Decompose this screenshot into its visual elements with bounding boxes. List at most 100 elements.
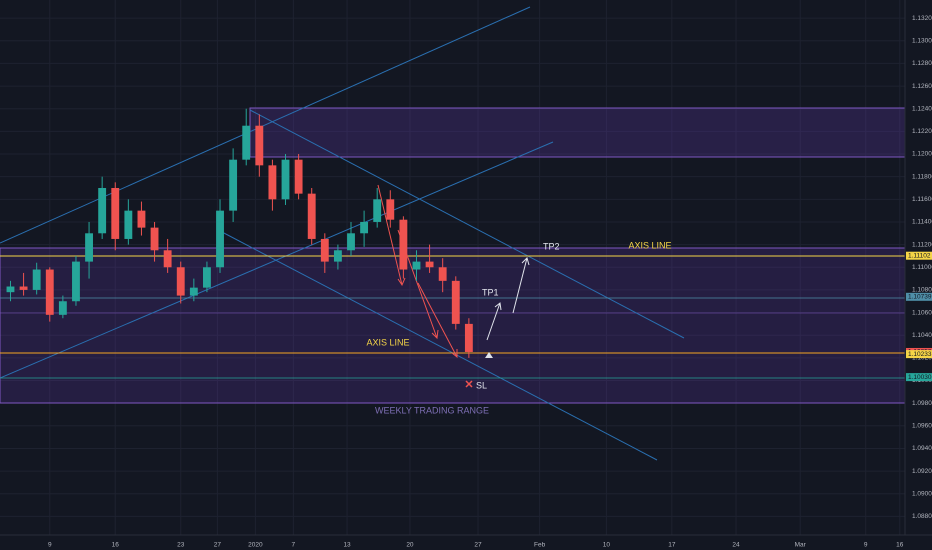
price-tag-label: 1.10030 — [908, 374, 932, 381]
arrow — [377, 184, 406, 287]
y-tick-label: 1.09000 — [912, 490, 932, 497]
y-tick-label: 1.10600 — [912, 309, 932, 316]
arrow — [486, 302, 502, 341]
candle-body — [137, 210, 146, 228]
annotation: TP1 — [482, 287, 499, 297]
trading-range-box — [0, 247, 906, 404]
candle-body — [72, 261, 80, 302]
annotations: AXIS LINE AXIS LINE TP1 TP2 SL WEEKLY TR… — [366, 240, 671, 415]
annotation: AXIS LINE — [366, 337, 409, 347]
candle-body — [189, 287, 198, 296]
y-tick-label: 1.09200 — [912, 468, 932, 475]
annotation: WEEKLY TRADING RANGE — [375, 405, 489, 415]
candle-body — [464, 323, 473, 352]
price-tag-label: 1.11102 — [908, 252, 931, 259]
x-tick-label: 9 — [48, 542, 52, 549]
x-tick-label: 27 — [214, 542, 222, 549]
axes: 1.08800 1.09000 1.09200 1.09400 1.09600 1.098… — [48, 15, 932, 549]
price-tag — [906, 251, 932, 260]
annotation: SL — [476, 380, 487, 390]
x-tick-label: 17 — [668, 542, 676, 549]
candle-body — [294, 159, 303, 194]
candle-body — [320, 238, 329, 262]
x-tick-label: Feb — [534, 542, 546, 549]
y-tick-label: 1.08800 — [912, 513, 932, 520]
price-tag — [906, 292, 932, 301]
candle-body — [412, 261, 421, 270]
y-tick-label: 1.11200 — [912, 241, 932, 248]
y-tick-label: 1.13000 — [912, 37, 932, 44]
candle-body — [373, 199, 382, 222]
x-tick-label: Mar — [795, 542, 807, 549]
x-tick-label: 10 — [603, 542, 611, 549]
y-tick-label: 1.13200 — [912, 15, 932, 22]
arrow — [417, 282, 458, 359]
price-tag-label: 1.10233 — [908, 351, 932, 358]
drawings — [0, 6, 906, 461]
y-tick-label: 1.11800 — [912, 173, 932, 180]
x-tick-label: 27 — [474, 542, 482, 549]
candle-body — [229, 159, 238, 211]
candle-body — [45, 269, 54, 315]
candle-body — [399, 219, 408, 270]
y-tick-label: 1.11400 — [912, 219, 932, 226]
up-marker — [485, 352, 493, 358]
resistance-zone — [249, 107, 906, 158]
y-tick-label: 1.12200 — [912, 128, 932, 135]
trend-line — [221, 231, 658, 461]
candle-body — [333, 250, 342, 262]
candle-body — [386, 199, 395, 220]
price-tag-label: 1.10739 — [908, 294, 932, 301]
trend-line — [0, 6, 531, 244]
candle-body — [176, 267, 185, 296]
candle-body — [85, 233, 93, 262]
price-tag — [906, 373, 932, 382]
red-arrows — [377, 184, 458, 359]
x-tick-label: 13 — [343, 542, 351, 549]
candle-body — [268, 165, 277, 200]
x-tick-label: 20 — [406, 542, 414, 549]
x-tick-label: 2020 — [248, 542, 263, 549]
y-tick-label: 1.09600 — [912, 423, 932, 430]
candle-body — [6, 286, 15, 293]
candle-body — [163, 250, 172, 268]
trend-line — [0, 141, 554, 379]
y-tick-label: 1.11600 — [912, 196, 932, 203]
y-tick-label: 1.10400 — [912, 332, 932, 339]
candle-body — [451, 280, 460, 324]
annotation: TP2 — [543, 241, 560, 251]
candle-body — [255, 125, 264, 166]
annotation: AXIS LINE — [628, 240, 671, 250]
x-tick-label: 24 — [732, 542, 740, 549]
candles — [6, 108, 473, 358]
arrow — [512, 257, 530, 314]
y-tick-label: 1.11000 — [912, 264, 932, 271]
candle-body — [360, 221, 369, 234]
x-tick-label: 16 — [896, 542, 904, 549]
y-tick-label: 1.12800 — [912, 60, 932, 67]
candle-body — [347, 233, 355, 251]
candle-body — [32, 269, 41, 290]
candle-body — [438, 267, 447, 281]
candle-body — [124, 210, 133, 239]
y-tick-label: 1.12000 — [912, 151, 932, 158]
x-tick-label: 16 — [112, 542, 120, 549]
x-tick-label: 7 — [292, 542, 296, 549]
y-tick-label: 1.10800 — [912, 287, 932, 294]
white-arrows — [486, 257, 530, 341]
y-tick-label: 1.09400 — [912, 445, 932, 452]
y-tick-label: 1.12600 — [912, 83, 932, 90]
trend-line — [249, 109, 685, 339]
price-tag — [906, 350, 932, 359]
candle-body — [307, 193, 316, 239]
candle-body — [19, 286, 28, 290]
candle-body — [98, 187, 107, 234]
candle-body — [58, 301, 67, 315]
candle-body — [281, 159, 290, 200]
candle-body — [216, 210, 224, 268]
y-tick-label: 1.09800 — [912, 400, 932, 407]
candle-body — [242, 125, 251, 160]
candle-body — [111, 187, 120, 239]
